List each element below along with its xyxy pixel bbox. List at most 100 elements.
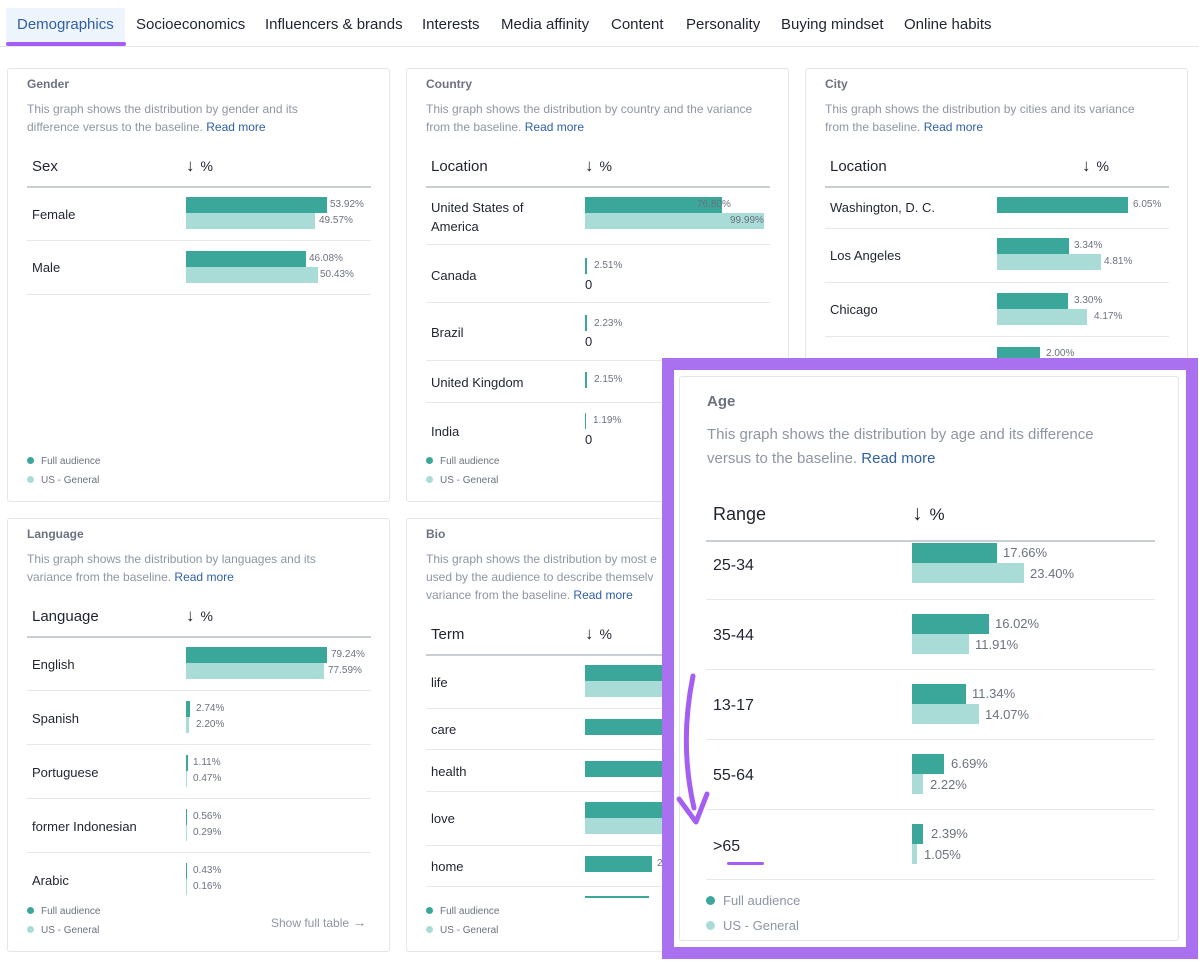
bar-value: 50.43%	[320, 269, 354, 280]
bar-value: 0.29%	[193, 827, 222, 838]
bar-baseline	[186, 879, 187, 895]
row-label: former Indonesian	[32, 819, 137, 834]
legend-baseline: US - General	[426, 925, 498, 936]
column-header-language: Language	[32, 608, 99, 625]
sort-down-arrow-icon: ↓	[912, 502, 923, 525]
country-card: Country This graph shows the distributio…	[406, 68, 789, 502]
tab-demographics[interactable]: Demographics	[6, 8, 125, 42]
row-label: Spanish	[32, 711, 79, 726]
bar-value: 0.43%	[193, 865, 222, 876]
tab-buying-mindset[interactable]: Buying mindset	[781, 16, 884, 33]
bar-full-audience	[186, 197, 327, 213]
bar-value: 2.20%	[196, 719, 225, 730]
bar-baseline	[186, 267, 318, 283]
sort-percent-header[interactable]: ↓%	[585, 156, 612, 175]
bar-baseline	[186, 213, 315, 229]
tab-personality[interactable]: Personality	[686, 16, 761, 33]
column-header-location: Location	[431, 158, 488, 175]
card-description: This graph shows the distribution by cou…	[426, 102, 753, 134]
show-full-table-link[interactable]: Show full table →	[271, 914, 367, 930]
tab-influencers-brands[interactable]: Influencers & brands	[265, 16, 403, 33]
legend-baseline: US - General	[27, 475, 99, 486]
read-more-link[interactable]: Read more	[573, 588, 633, 602]
read-more-link[interactable]: Read more	[524, 120, 585, 134]
bar-value: 16.02%	[995, 616, 1040, 631]
sort-percent-header[interactable]: ↓%	[585, 624, 612, 643]
sort-down-arrow-icon: ↓	[186, 156, 195, 175]
bar-full-audience	[186, 701, 190, 717]
bar-full-audience	[912, 754, 944, 774]
read-more-link[interactable]: Read more	[923, 120, 984, 134]
legend-full-audience: Full audience	[426, 906, 499, 917]
bar-full-audience	[585, 856, 652, 872]
bar-value: 23.40%	[1030, 566, 1075, 581]
baseline-value: 0	[585, 432, 593, 447]
row-label: 13-17	[713, 697, 754, 714]
bar-value: 6.69%	[951, 756, 988, 771]
tab-content[interactable]: Content	[611, 16, 664, 33]
tab-socioeconomics[interactable]: Socioeconomics	[136, 16, 246, 33]
bar-baseline	[912, 704, 979, 724]
row-label: Female	[32, 207, 76, 222]
baseline-value: 0	[585, 277, 593, 292]
bar-full-audience	[186, 809, 187, 825]
bar-value: 2.15%	[594, 374, 623, 385]
legend-baseline: US - General	[426, 475, 498, 486]
sort-percent-header[interactable]: ↓%	[1082, 156, 1109, 175]
column-header-location: Location	[830, 158, 887, 175]
bar-full-audience	[186, 647, 327, 663]
legend-full-audience: Full audience	[27, 456, 100, 467]
bar-full-audience	[585, 258, 587, 274]
bar-full-audience	[997, 238, 1069, 254]
card-description: This graph shows the distribution by cit…	[825, 102, 1135, 134]
bar-value: 1.05%	[924, 847, 961, 862]
row-label: Portuguese	[32, 765, 99, 780]
row-label: 25-34	[713, 557, 754, 574]
read-more-link[interactable]: Read more	[174, 570, 234, 584]
sort-percent-header[interactable]: ↓%	[186, 156, 213, 175]
row-label: English	[32, 657, 75, 672]
bar-value: 2.00%	[1046, 348, 1075, 359]
bar-baseline	[186, 717, 189, 733]
card-description: This graph shows the distribution by age…	[707, 426, 1094, 467]
legend-full-audience: Full audience	[706, 893, 800, 908]
row-label: Canada	[431, 268, 477, 283]
bar-value: 53.92%	[330, 199, 364, 210]
bar-baseline	[912, 634, 969, 654]
legend-full-audience: Full audience	[426, 456, 499, 467]
read-more-link[interactable]: Read more	[861, 450, 936, 467]
language-card: Language This graph shows the distributi…	[7, 518, 390, 952]
bar-value: 14.07%	[985, 707, 1030, 722]
bar-value: 2	[657, 858, 663, 869]
bar-baseline	[186, 825, 187, 841]
bar-value: 2.22%	[930, 777, 967, 792]
sort-percent-header[interactable]: ↓%	[186, 606, 213, 625]
bar-value: 6.05%	[1133, 199, 1162, 210]
category-tabs: Demographics Socioeconomics Influencers …	[0, 0, 1199, 47]
read-more-link[interactable]: Read more	[206, 120, 266, 134]
baseline-value: 0	[585, 334, 593, 349]
bar-full-audience	[997, 197, 1128, 213]
bar-full-audience	[585, 315, 587, 331]
bar-value: 1.19%	[593, 415, 622, 426]
row-label: 55-64	[713, 767, 754, 784]
card-title: Language	[27, 527, 84, 541]
tab-interests[interactable]: Interests	[422, 16, 480, 33]
column-header-sex: Sex	[32, 158, 58, 175]
bar-full-audience	[186, 863, 187, 879]
row-label: Chicago	[830, 302, 878, 317]
active-tab-underline	[6, 42, 126, 46]
bar-value: 0.47%	[193, 773, 222, 784]
card-description: This graph shows the distribution by mos…	[426, 552, 657, 602]
row-label: Arabic	[32, 873, 69, 888]
gender-card: Gender This graph shows the distribution…	[7, 68, 390, 502]
tab-online-habits[interactable]: Online habits	[904, 16, 992, 33]
sort-percent-header[interactable]: ↓%	[912, 502, 945, 525]
bar-baseline	[997, 309, 1087, 325]
row-label: India	[431, 424, 460, 439]
age-zoom-highlight: Age This graph shows the distribution by…	[662, 358, 1198, 959]
tab-media-affinity[interactable]: Media affinity	[501, 16, 590, 33]
bar-value: 11.34%	[972, 686, 1016, 701]
bar-value: 4.81%	[1104, 256, 1133, 267]
bar-value: 11.91%	[975, 637, 1019, 652]
